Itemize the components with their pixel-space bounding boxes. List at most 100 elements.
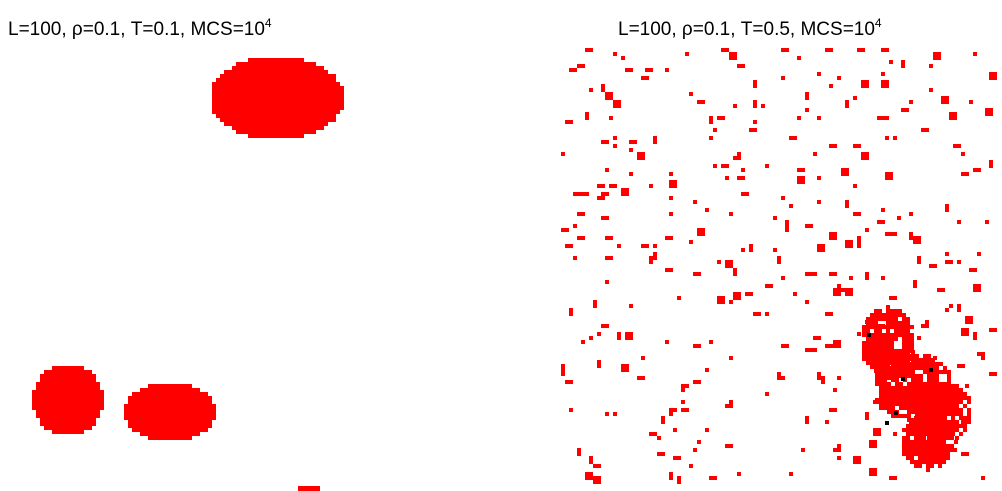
- particle: [891, 366, 895, 370]
- particle: [878, 325, 882, 329]
- particle: [963, 392, 967, 396]
- particle: [973, 168, 981, 172]
- particle: [641, 356, 645, 360]
- particle: [870, 321, 874, 325]
- defect-site: [894, 411, 898, 415]
- particle: [935, 378, 939, 382]
- particle: [895, 394, 899, 398]
- particle: [927, 378, 931, 382]
- particle: [942, 456, 946, 460]
- particle: [875, 382, 879, 386]
- particle: [705, 428, 709, 432]
- particle: [573, 224, 577, 228]
- particle: [946, 448, 950, 452]
- particle: [865, 412, 869, 420]
- particle: [870, 345, 874, 349]
- particle: [882, 357, 886, 361]
- panel-right-title-exponent: 4: [874, 16, 882, 30]
- particle: [915, 390, 919, 394]
- particle: [927, 384, 931, 388]
- particle: [737, 176, 745, 180]
- particle: [886, 337, 890, 341]
- particle: [898, 321, 902, 325]
- particle: [681, 400, 685, 404]
- particle: [914, 440, 918, 444]
- particle: [685, 52, 689, 56]
- particle: [926, 452, 930, 456]
- particle: [883, 390, 887, 394]
- particle: [870, 313, 874, 317]
- particle: [681, 384, 689, 388]
- particle: [922, 460, 926, 464]
- particle: [895, 390, 899, 394]
- particle: [875, 370, 879, 374]
- particle: [915, 362, 919, 366]
- particle: [891, 414, 895, 418]
- particle: [765, 312, 769, 316]
- particle: [935, 392, 939, 396]
- particle: [887, 382, 891, 386]
- particle: [942, 424, 946, 428]
- particle: [621, 364, 629, 372]
- particle: [931, 408, 935, 412]
- particle: [947, 412, 951, 416]
- particle: [729, 400, 733, 408]
- particle: [886, 361, 890, 365]
- particle: [709, 476, 717, 480]
- particle: [903, 370, 907, 374]
- particle: [914, 444, 918, 448]
- particle: [906, 341, 910, 345]
- particle: [853, 184, 857, 188]
- particle: [911, 390, 915, 394]
- particle: [693, 200, 697, 204]
- particle: [955, 428, 959, 432]
- particle: [565, 120, 573, 124]
- particle: [793, 292, 797, 296]
- particle: [903, 366, 907, 370]
- particle: [737, 472, 741, 476]
- particle: [907, 390, 911, 394]
- particle: [899, 414, 903, 418]
- particle: [977, 252, 981, 256]
- particle: [805, 224, 813, 228]
- particle: [929, 64, 933, 68]
- particle: [967, 420, 971, 424]
- particle: [934, 460, 938, 464]
- particle: [879, 406, 883, 410]
- particle: [951, 396, 955, 400]
- particle: [866, 345, 870, 349]
- particle: [653, 244, 657, 248]
- particle: [911, 378, 915, 382]
- particle: [939, 384, 943, 388]
- particle: [926, 424, 930, 428]
- particle: [945, 308, 949, 312]
- particle: [909, 100, 913, 104]
- cluster-row: [216, 114, 336, 118]
- particle: [729, 52, 737, 60]
- particle: [911, 350, 915, 354]
- particle: [874, 349, 878, 353]
- particle: [745, 292, 753, 296]
- particle: [933, 52, 941, 60]
- particle: [891, 378, 895, 382]
- particle: [837, 284, 841, 288]
- particle: [911, 386, 915, 390]
- particle: [845, 288, 853, 296]
- particle: [989, 372, 997, 376]
- particle: [937, 288, 945, 292]
- particle: [741, 168, 745, 172]
- particle: [939, 370, 943, 374]
- particle: [785, 220, 789, 224]
- particle: [889, 232, 897, 236]
- particle: [613, 52, 617, 56]
- particle: [833, 388, 837, 392]
- particle: [617, 332, 621, 340]
- particle: [883, 382, 887, 386]
- particle: [749, 128, 757, 132]
- particle: [919, 404, 923, 408]
- particle: [886, 313, 890, 317]
- particle: [899, 402, 903, 406]
- particle: [813, 272, 817, 276]
- particle: [873, 428, 881, 436]
- cluster-row: [36, 414, 100, 418]
